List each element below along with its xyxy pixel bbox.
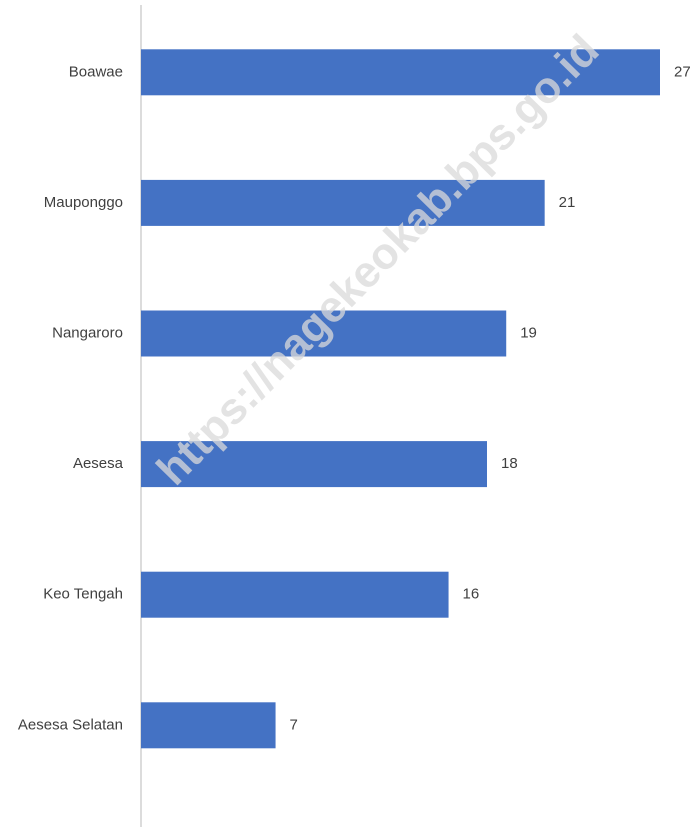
bar: [141, 571, 449, 618]
watermark: https://nagekeokab.bps.go.id: [147, 25, 608, 494]
data-label: 19: [520, 324, 537, 341]
data-label: 27: [674, 63, 691, 80]
data-label: 21: [559, 194, 576, 211]
bar: [141, 49, 660, 96]
bar: [141, 310, 507, 357]
y-tick-label: Keo Tengah: [43, 586, 123, 603]
data-label: 16: [463, 586, 480, 603]
y-tick-label: Boawae: [69, 63, 123, 80]
bar: [141, 179, 545, 226]
y-tick-label: Aesesa: [73, 455, 124, 472]
bar: [141, 702, 276, 749]
y-tick-label: Mauponggo: [44, 194, 123, 211]
plot: Boawae 27 Mauponggo 21 Nangaroro 19 Aesesa 18 Ke…: [18, 49, 691, 749]
y-tick-label: Nangaroro: [52, 324, 123, 341]
bar: [141, 441, 487, 488]
y-tick-label: Aesesa Selatan: [18, 716, 123, 733]
data-label: 18: [501, 455, 518, 472]
data-label: 7: [290, 716, 298, 733]
